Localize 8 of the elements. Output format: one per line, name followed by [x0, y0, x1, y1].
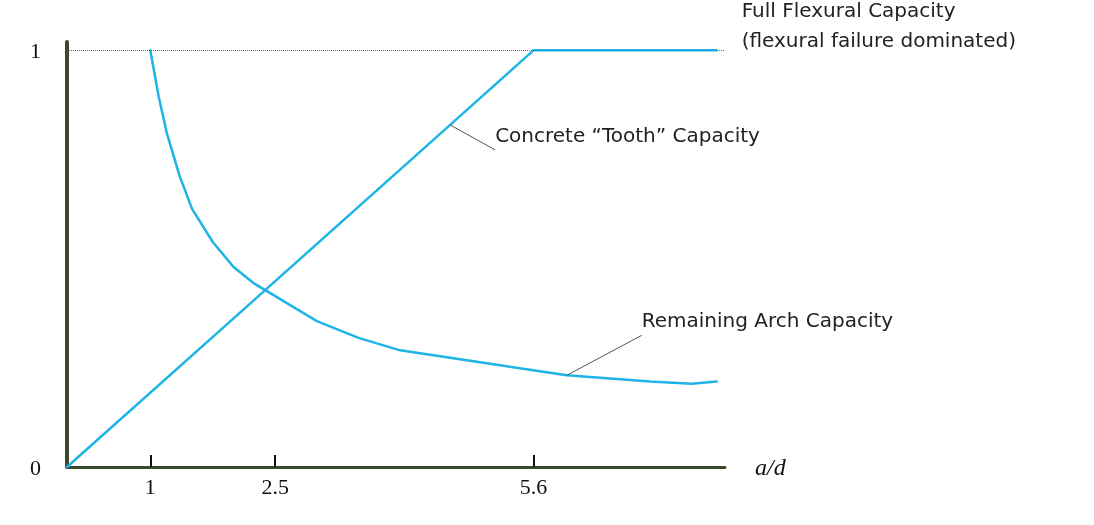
text: Remaining Arch Capacity: [641, 308, 894, 333]
x-tick-label: 5.6: [519, 473, 548, 499]
series-label: Full Flexural Capacity (flexural failure dominated): [741, 0, 1017, 53]
x-tick-label: 1: [144, 473, 156, 499]
y-tick-label: 0: [30, 454, 41, 480]
x-tick-label: 2.5: [261, 473, 289, 499]
series-label: Concrete “Tooth” Capacity: [495, 122, 761, 147]
x-axis-title: a/d: [755, 454, 787, 480]
